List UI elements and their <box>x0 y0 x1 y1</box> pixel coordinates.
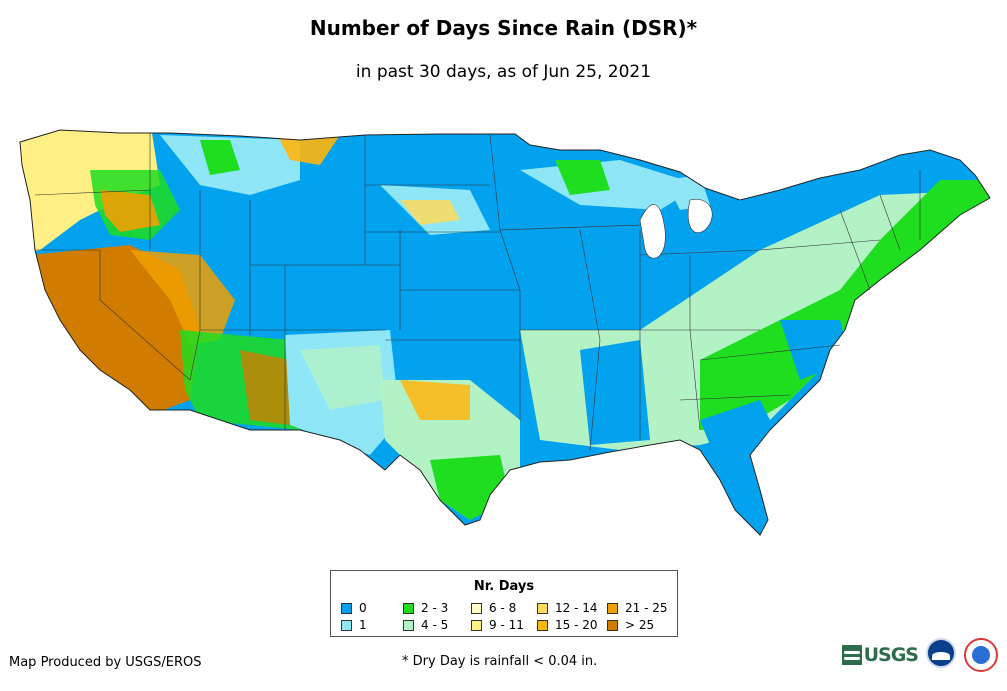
usgs-logo: USGS <box>842 642 919 668</box>
nws-logo <box>964 638 998 672</box>
map-title: Number of Days Since Rain (DSR)* <box>309 16 698 40</box>
legend-item: 0 <box>341 601 367 615</box>
legend-swatch <box>341 619 352 631</box>
legend-swatch <box>607 619 618 631</box>
map-subtitle: in past 30 days, as of Jun 25, 2021 <box>355 62 652 82</box>
dry-day-footnote: * Dry Day is rainfall < 0.04 in. <box>402 654 598 669</box>
legend-item: 21 - 25 <box>607 601 668 615</box>
legend-swatch <box>537 602 548 614</box>
map-credit: Map Produced by USGS/EROS <box>9 655 202 670</box>
legend-label: 12 - 14 <box>555 601 598 615</box>
noaa-logo <box>926 638 956 668</box>
legend-item: 2 - 3 <box>403 601 448 615</box>
legend-item: 4 - 5 <box>403 618 448 632</box>
legend-swatch <box>471 602 482 614</box>
legend-swatch <box>471 619 482 631</box>
legend-label: 2 - 3 <box>421 601 449 615</box>
legend-swatch <box>537 619 548 631</box>
legend-swatch <box>341 602 352 614</box>
legend-item: 12 - 14 <box>537 601 598 615</box>
legend-item: > 25 <box>607 618 654 632</box>
legend-label: 1 <box>359 618 367 632</box>
legend-swatch <box>607 602 618 614</box>
legend-label: 9 - 11 <box>489 618 524 632</box>
legend-swatch <box>403 619 414 631</box>
agency-logos: USGS <box>842 636 1002 676</box>
legend-swatch <box>403 602 414 614</box>
legend-item: 1 <box>341 618 367 632</box>
legend: Nr. Days 0 1 2 - 3 4 - 5 6 - 8 9 - 11 12… <box>330 570 678 637</box>
legend-item: 9 - 11 <box>471 618 524 632</box>
legend-label: > 25 <box>625 618 655 632</box>
legend-label: 4 - 5 <box>421 618 449 632</box>
legend-title: Nr. Days <box>473 579 535 594</box>
usgs-logo-text: USGS <box>863 644 919 666</box>
legend-label: 0 <box>359 601 367 615</box>
legend-label: 15 - 20 <box>555 618 598 632</box>
legend-item: 6 - 8 <box>471 601 516 615</box>
legend-item: 15 - 20 <box>537 618 598 632</box>
legend-label: 21 - 25 <box>625 601 668 615</box>
usgs-wave-icon <box>842 645 862 665</box>
legend-label: 6 - 8 <box>489 601 517 615</box>
